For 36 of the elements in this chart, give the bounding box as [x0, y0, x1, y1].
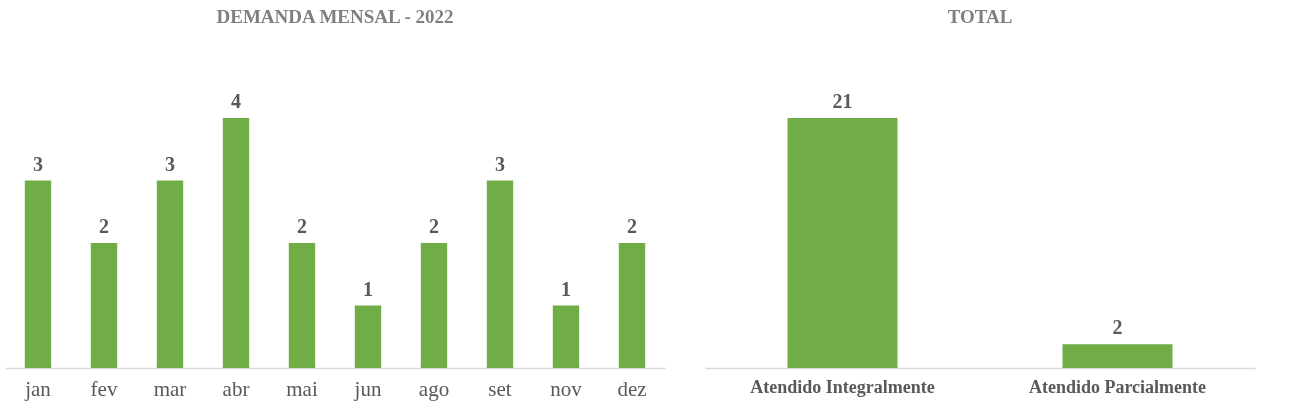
chart-title: TOTAL [947, 6, 1013, 27]
bar [288, 243, 316, 368]
data-label: 3 [33, 152, 43, 175]
x-tick-label: jan [24, 376, 52, 401]
data-label: 2 [297, 215, 307, 237]
bar [486, 180, 514, 368]
x-tick-label: abr [222, 376, 250, 401]
bar [354, 305, 382, 368]
x-tick-label: mar [153, 376, 187, 401]
bar [618, 243, 646, 368]
x-tick-label: jun [353, 376, 382, 401]
data-label: 2 [99, 215, 109, 237]
x-tick-label: set [488, 376, 512, 401]
data-label: 3 [165, 152, 175, 175]
x-tick-label: ago [418, 376, 450, 401]
bar [222, 118, 250, 368]
x-tick-label: Atendido Integralmente [750, 376, 935, 397]
data-label: 21 [832, 90, 853, 112]
x-tick-label: mai [286, 376, 318, 401]
x-tick-label: nov [550, 376, 583, 401]
bar [156, 180, 184, 368]
data-label: 4 [231, 90, 241, 112]
bar [24, 180, 52, 368]
bar [420, 243, 448, 368]
bar [90, 243, 118, 368]
data-label: 2 [1112, 316, 1123, 339]
data-label: 1 [363, 277, 373, 300]
data-label: 2 [429, 215, 439, 237]
data-label: 3 [495, 152, 505, 175]
x-tick-label: Atendido Parcialmente [1028, 376, 1207, 397]
x-tick-label: dez [617, 376, 647, 401]
bar [552, 305, 580, 368]
chart-title: DEMANDA MENSAL - 2022 [216, 6, 454, 27]
data-label: 2 [627, 215, 637, 237]
x-tick-label: fev [90, 376, 118, 401]
data-label: 1 [561, 277, 571, 300]
